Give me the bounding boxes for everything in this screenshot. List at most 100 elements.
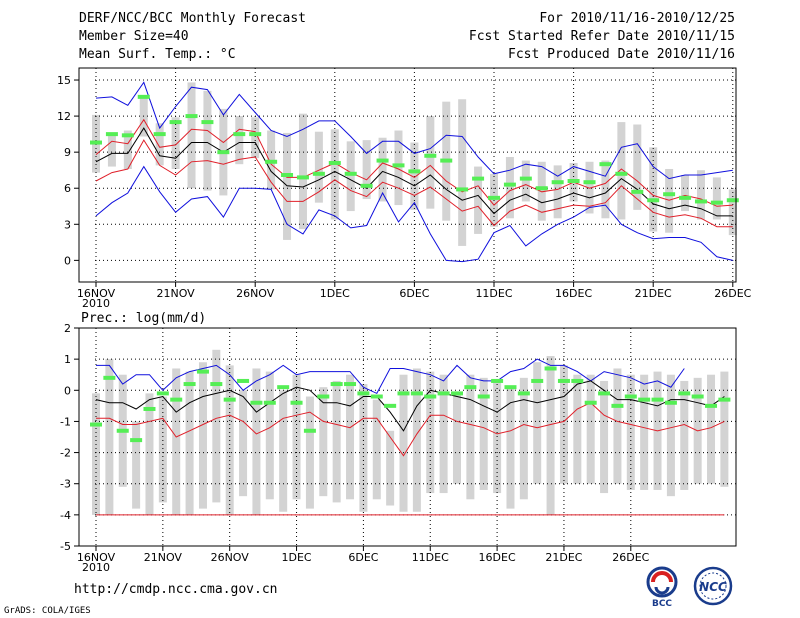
prec-box	[239, 390, 248, 497]
temp-box	[123, 130, 132, 169]
prec-mean-mark	[183, 382, 196, 387]
temp-mean-mark	[472, 176, 485, 181]
prec-min-red-line	[96, 402, 725, 457]
prec-mean-mark	[424, 394, 437, 399]
prec-mean-mark	[450, 391, 463, 396]
prec-mean-mark	[357, 391, 370, 396]
prec-box	[252, 368, 261, 515]
prec-box	[680, 380, 689, 490]
temp-mean-mark	[376, 158, 389, 163]
temp-mean-mark	[121, 133, 134, 138]
temp-mean-mark	[137, 94, 150, 99]
prec-mean-mark	[317, 394, 330, 399]
prec-mean-mark	[370, 394, 383, 399]
temp-mean-mark	[201, 120, 214, 125]
prec-mean-mark	[437, 391, 450, 396]
prec-box	[212, 349, 221, 503]
temp-xtick-label: 16NOV	[77, 287, 116, 300]
prec-box	[105, 359, 114, 515]
prec-mean-mark	[196, 369, 209, 374]
prec-box	[452, 393, 461, 484]
temp-p25-line	[95, 139, 733, 228]
prec-box	[720, 371, 729, 487]
prec-mean-mark	[116, 428, 129, 433]
temp-box	[346, 141, 355, 212]
temp-xtick-label: 6DEC	[399, 287, 429, 300]
forecast-period-label: For 2010/11/16-2010/12/25	[539, 11, 735, 26]
prec-median-line	[95, 380, 725, 432]
grads-credit: GrADS: COLA/IGES	[4, 606, 91, 616]
temp-box	[171, 117, 180, 169]
prec-mean-mark	[223, 397, 236, 402]
temp-mean-mark	[424, 153, 437, 158]
prec-box	[359, 384, 368, 512]
temp-box	[330, 129, 339, 220]
prec-box	[613, 368, 622, 484]
temp-box	[633, 124, 642, 210]
temp-box	[712, 177, 721, 220]
prec-ytick-label: -4	[60, 509, 71, 522]
prec-mean-mark	[384, 403, 397, 408]
variable-label: Mean Surf. Temp.: °C	[79, 47, 236, 62]
prec-mean-mark	[651, 397, 664, 402]
prec-xtick-label: 16NOV	[77, 551, 116, 564]
prec-ytick-label: 0	[64, 384, 71, 397]
temp-mean-mark	[615, 171, 628, 176]
temp-ytick-label: 6	[64, 182, 71, 195]
prec-mean-mark	[397, 391, 410, 396]
temp-mean-mark	[296, 175, 309, 180]
prec-mean-mark	[477, 394, 490, 399]
prec-box	[319, 387, 328, 497]
temp-xtick-label: 21NOV	[156, 287, 195, 300]
prec-box	[132, 421, 141, 509]
prec-box	[533, 362, 542, 484]
temp-mean-mark	[456, 187, 469, 192]
prec-xtick-label: 26NOV	[211, 551, 250, 564]
temp-box	[235, 116, 244, 165]
member-size-label: Member Size=40	[79, 29, 189, 44]
temp-panel: 0 3 6 9 12 15 16NOV 21NOV 26NOV 1DEC 6DEC 11DEC 16DE…	[57, 67, 752, 310]
ncc-logo-text: NCC	[699, 580, 727, 594]
temp-mean-mark	[344, 171, 357, 176]
prec-mean-mark	[90, 422, 102, 427]
temp-box	[505, 156, 514, 219]
prec-mean-mark	[143, 406, 156, 411]
prec-box	[145, 393, 154, 515]
temp-xtick-label: 26NOV	[236, 287, 275, 300]
temp-xtick-label: 1DEC	[320, 287, 350, 300]
prec-mean-mark	[290, 400, 303, 405]
prec-mean-mark	[611, 403, 624, 408]
temp-box	[458, 99, 467, 246]
prec-xtick-label: 26DEC	[612, 551, 649, 564]
temp-box	[617, 122, 626, 220]
prec-ytick-label: 1	[64, 353, 71, 366]
temp-mean-mark	[726, 198, 739, 203]
temp-mean-mark	[599, 162, 612, 167]
temp-box	[537, 161, 546, 221]
prec-mean-mark	[237, 378, 250, 383]
temp-mean-mark	[90, 140, 102, 145]
prec-panel: -5 -4 -3 -2 -1 0 1 2 16NOV 21NOV 26NOV 1DEC 6DEC 11DE…	[60, 311, 737, 574]
temp-mean-mark	[694, 199, 707, 204]
temp-ytick-label: 0	[64, 254, 71, 267]
temp-box	[251, 117, 260, 159]
temp-ytick-label: 3	[64, 218, 71, 231]
prec-mean-mark	[491, 378, 504, 383]
temp-mean-mark	[631, 189, 644, 194]
temp-mean-mark	[265, 159, 278, 164]
temp-mean-mark	[312, 171, 325, 176]
temp-ytick-label: 12	[57, 110, 71, 123]
temp-mean-mark	[281, 173, 294, 177]
temp-box	[155, 123, 164, 166]
temp-xyear-label: 2010	[82, 297, 110, 310]
temp-box	[298, 113, 307, 230]
temp-mean-mark	[392, 163, 405, 168]
temp-box	[681, 175, 690, 212]
source-url-link[interactable]: http://cmdp.ncc.cma.gov.cn	[74, 582, 278, 597]
temp-mean-mark	[519, 176, 532, 181]
prec-mean-mark	[691, 394, 704, 399]
prec-box	[332, 380, 341, 503]
temp-box	[107, 132, 116, 167]
prec-mean-mark	[557, 378, 570, 383]
